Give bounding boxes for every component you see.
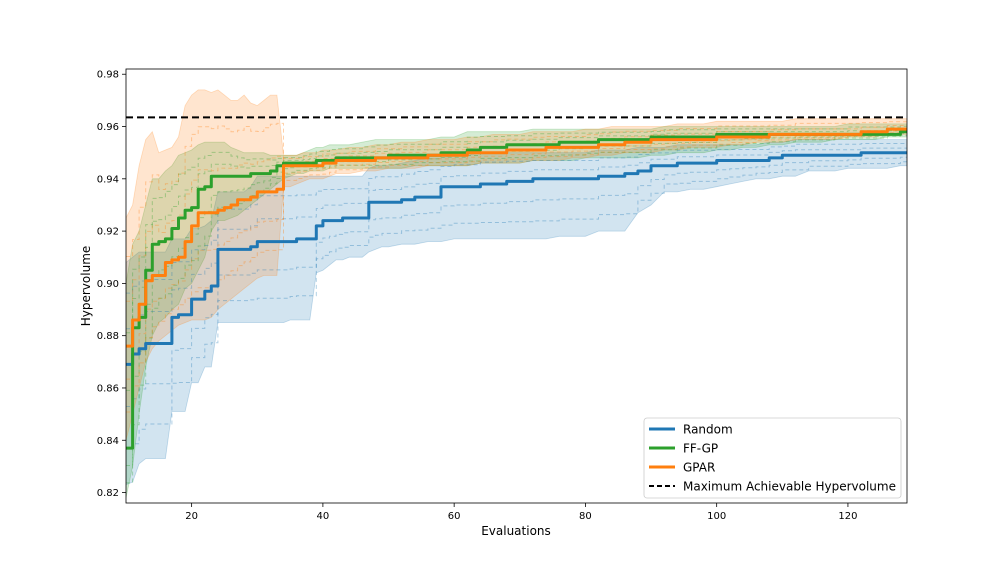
- gpar-line: [126, 127, 907, 348]
- y-tick-label: 0.84: [97, 436, 119, 447]
- legend-frame: [643, 417, 902, 499]
- ff-gp-line: [126, 130, 907, 450]
- gpar-run-trace: [126, 121, 907, 257]
- y-axis-label: Hypervolume: [79, 246, 93, 327]
- x-tick-label: 100: [707, 511, 726, 522]
- x-tick-label: 40: [317, 511, 330, 522]
- random-run-trace: [126, 143, 907, 294]
- ff-gp-band: [126, 123, 907, 498]
- run-traces: [126, 121, 907, 484]
- x-tick-label: 80: [579, 511, 592, 522]
- random-line: [126, 151, 907, 366]
- x-axis: 20 40 60 80 100 120: [185, 503, 857, 522]
- legend-label-random: Random: [683, 423, 733, 437]
- y-tick-label: 0.94: [97, 174, 119, 185]
- x-tick-label: 120: [838, 511, 857, 522]
- gpar-run-trace: [126, 132, 907, 413]
- legend-label-ff-gp: FF-GP: [683, 442, 718, 456]
- random-run-trace: [126, 156, 907, 407]
- gpar-run-trace: [126, 130, 907, 380]
- legend-label-gpar: GPAR: [683, 461, 715, 475]
- plot-frame: [125, 68, 908, 504]
- ff-gp-run-trace: [126, 128, 907, 391]
- legend: Random FF-GP GPAR Maximum Achievable Hyperv…: [643, 417, 902, 499]
- x-tick-label: 20: [185, 511, 198, 522]
- ff-gp-run-trace: [126, 134, 907, 484]
- random-run-trace: [126, 147, 907, 330]
- x-axis-label: Evaluations: [481, 524, 551, 538]
- y-tick-label: 0.82: [97, 488, 119, 499]
- y-tick-label: 0.92: [97, 227, 119, 238]
- y-tick-label: 0.98: [97, 70, 119, 81]
- y-tick-label: 0.96: [97, 122, 119, 133]
- gpar-run-trace: [126, 125, 907, 302]
- legend-label-maximum-achievable-hypervolume: Maximum Achievable Hypervolume: [683, 480, 896, 494]
- x-tick-label: 60: [448, 511, 461, 522]
- y-tick-label: 0.88: [97, 331, 119, 342]
- random-run-trace: [126, 161, 907, 450]
- series-lines: [126, 127, 907, 450]
- gpar-band: [126, 89, 907, 441]
- y-axis: 0.82 0.84 0.86 0.88 0.90 0.92 0.94 0.96 0.98: [97, 70, 126, 499]
- y-tick-label: 0.90: [97, 279, 119, 290]
- ff-gp-run-trace: [126, 125, 907, 334]
- y-tick-label: 0.86: [97, 383, 119, 394]
